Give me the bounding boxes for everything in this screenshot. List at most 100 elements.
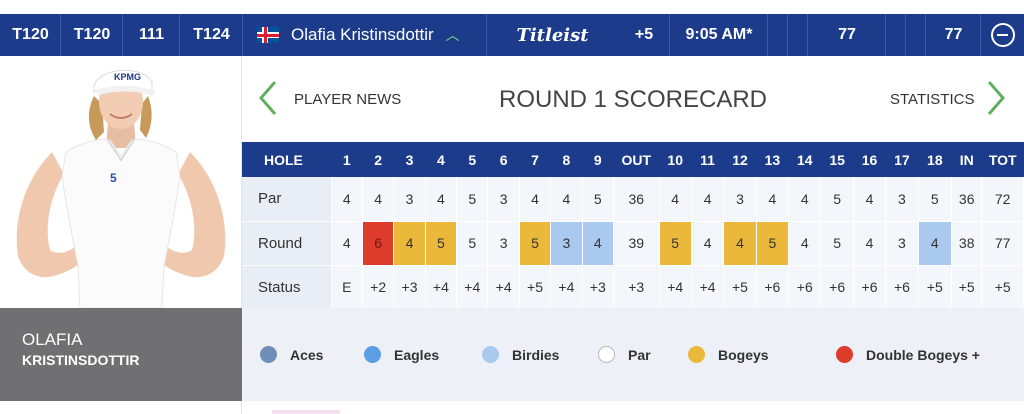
score-cell: +4 — [550, 265, 583, 310]
score-cell: 77 — [981, 221, 1024, 266]
score-cell: +4 — [425, 265, 458, 310]
score-cell: 4 — [756, 177, 790, 222]
score-cell: +2 — [362, 265, 395, 310]
score-cell: +6 — [788, 265, 822, 310]
legend-item: Eagles — [364, 346, 439, 363]
empty-col — [886, 14, 906, 56]
scorecard-title: ROUND 1 SCORECARD — [498, 86, 768, 113]
player-toggle[interactable]: Olafia Kristinsdottir ︿ — [243, 14, 487, 56]
score-cell: 4 — [788, 221, 822, 266]
hole-label: HOLE — [242, 142, 332, 177]
hole-header-cell: 18 — [918, 142, 952, 177]
chevron-up-icon: ︿ — [445, 27, 460, 43]
legend-item: Bogeys — [688, 346, 769, 363]
chevron-left-icon[interactable] — [258, 80, 278, 116]
scorecard-table: HOLE 1 2 3 4 5 6 7 8 9 OUT 10 11 12 13 14 15 16 17 18 IN TOT … — [242, 142, 1024, 310]
total-score: 77 — [926, 14, 981, 56]
player-name: Olafia Kristinsdottir — [291, 25, 434, 44]
panel-footer — [242, 401, 1024, 414]
score-cell: 6 — [362, 221, 395, 266]
score-cell: 4 — [853, 177, 887, 222]
score-cell: 4 — [691, 177, 725, 222]
hole-header-cell: 6 — [487, 142, 520, 177]
score-legend: Aces Eagles Birdies Par Bogeys Double Bogeys … — [242, 308, 1024, 401]
legend-label: Bogeys — [718, 346, 769, 363]
score-cell: 4 — [331, 177, 363, 222]
score-cell: 4 — [582, 221, 614, 266]
player-photo: 5 KPMG — [0, 56, 242, 308]
score-cell: +4 — [487, 265, 520, 310]
player-last-name: KRISTINSDOTTIR — [22, 352, 140, 368]
score-cell: 3 — [393, 177, 426, 222]
score-cell: +3 — [613, 265, 660, 310]
legend-item: Par — [598, 346, 651, 363]
minus-circle-icon — [990, 23, 1015, 47]
player-first-name: OLAFIA — [22, 330, 83, 349]
score-cell: 4 — [918, 221, 953, 266]
score-cell: 5 — [659, 221, 692, 266]
hole-header-cell: 14 — [788, 142, 821, 177]
score-cell: 4 — [362, 177, 395, 222]
empty-col — [788, 14, 808, 56]
collapse-button[interactable] — [981, 14, 1024, 56]
hole-header-cell: 9 — [582, 142, 614, 177]
score-cell: 4 — [691, 221, 725, 266]
scorecard-body: Par 4 4 3 4 5 3 4 4 5 36 4 4 3 4 4 5 4 3 5 36 72 Round 4 6 4 5 5 3 5 3… — [242, 177, 1024, 310]
row-label: Par — [242, 177, 332, 222]
hole-header-cell: 11 — [691, 142, 724, 177]
hole-header-cell: 1 — [331, 142, 363, 177]
hole-header-cell: 4 — [425, 142, 457, 177]
score-cell: +3 — [393, 265, 426, 310]
legend-item: Birdies — [482, 346, 559, 363]
legend-item: Double Bogeys + — [836, 346, 980, 363]
score-cell: +4 — [659, 265, 692, 310]
statistics-link[interactable]: STATISTICS — [890, 91, 975, 108]
legend-dot-icon — [260, 346, 277, 363]
score-cell: 72 — [981, 177, 1024, 222]
score-cell: 3 — [723, 177, 757, 222]
score-cell: 5 — [820, 177, 854, 222]
score-cell: 4 — [659, 177, 692, 222]
score-cell: +4 — [691, 265, 725, 310]
svg-text:KPMG: KPMG — [114, 72, 141, 82]
svg-text:5: 5 — [110, 171, 117, 185]
hole-header-cell: 5 — [456, 142, 488, 177]
legend-dot-icon — [482, 346, 499, 363]
score-cell: +6 — [820, 265, 854, 310]
hole-header-cell: 16 — [853, 142, 886, 177]
score-cell: +5 — [981, 265, 1024, 310]
score-cell: 3 — [550, 221, 583, 266]
player-name-panel: OLAFIA KRISTINSDOTTIR — [0, 308, 242, 401]
score-cell: 4 — [723, 221, 757, 266]
score-cell: 4 — [853, 221, 887, 266]
score-cell: +3 — [582, 265, 614, 310]
hole-header-cell: 3 — [393, 142, 426, 177]
score-cell: +5 — [519, 265, 552, 310]
player-news-link[interactable]: PLAYER NEWS — [294, 91, 402, 108]
legend-dot-icon — [598, 346, 615, 363]
score-cell: +5 — [918, 265, 953, 310]
score-cell: E — [331, 265, 363, 310]
hole-header-cell: 10 — [659, 142, 692, 177]
score-cell: 38 — [951, 221, 983, 266]
empty-col — [768, 14, 788, 56]
hole-header-row: HOLE 1 2 3 4 5 6 7 8 9 OUT 10 11 12 13 14 15 16 17 18 IN TOT — [242, 142, 1024, 177]
tee-time: 9:05 AM* — [670, 14, 768, 56]
score-row-par: Par 4 4 3 4 5 3 4 4 5 36 4 4 3 4 4 5 4 3 5 36 72 — [242, 177, 1024, 222]
score-cell: +5 — [723, 265, 757, 310]
chevron-right-icon[interactable] — [986, 80, 1006, 116]
legend-item: Aces — [260, 346, 323, 363]
score-cell: +6 — [885, 265, 919, 310]
position-col-4: T124 — [180, 14, 243, 56]
score-cell: 4 — [519, 177, 552, 222]
scorecard-header: PLAYER NEWS ROUND 1 SCORECARD STATISTICS — [242, 56, 1024, 142]
hole-header-cell: 15 — [820, 142, 854, 177]
position-col-2: T120 — [61, 14, 123, 56]
row-label: Round — [242, 221, 332, 266]
legend-dot-icon — [836, 346, 853, 363]
position-col-3: 111 — [123, 14, 180, 56]
score-cell: 3 — [487, 221, 520, 266]
score-row-status: Status E +2 +3 +4 +4 +4 +5 +4 +3 +3 +4 +4 +5 +6 +6 +6 +6 +… — [242, 265, 1024, 310]
score-cell: 4 — [393, 221, 426, 266]
score-cell: 3 — [885, 221, 919, 266]
